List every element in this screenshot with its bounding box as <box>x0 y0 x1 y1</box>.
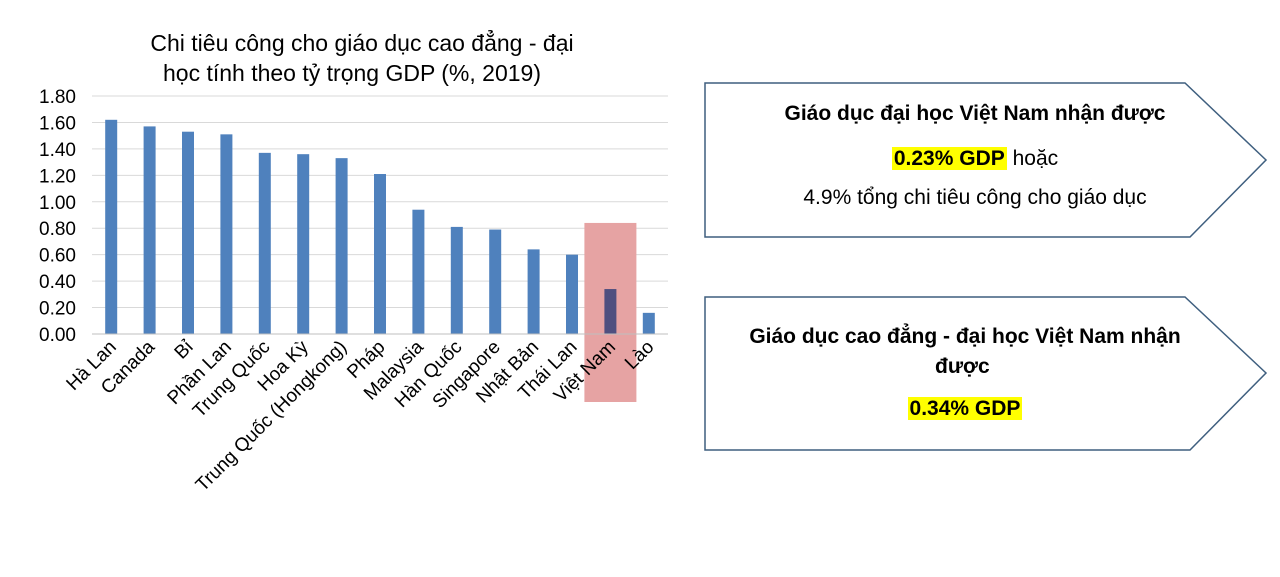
y-tick-label: 1.60 <box>39 113 76 134</box>
y-axis-ticks: 0.00 0.20 0.40 0.60 0.80 1.00 1.20 1.40 1.60 1.80 <box>39 87 76 346</box>
y-tick-label: 1.40 <box>39 140 76 161</box>
bar <box>105 119 118 334</box>
x-tick-label: Bỉ <box>171 336 198 363</box>
bar <box>604 289 617 334</box>
y-tick-label: 1.00 <box>39 193 76 214</box>
y-tick-label: 1.80 <box>39 87 76 108</box>
bar <box>489 229 502 334</box>
bar <box>412 209 425 334</box>
callout-university-title: Giáo dục đại học Việt Nam nhận được <box>784 102 1166 125</box>
bar <box>642 312 655 334</box>
callout-university-value-suffix: hoặc <box>1006 147 1059 170</box>
bars <box>105 119 655 335</box>
y-tick-label: 0.40 <box>39 272 76 293</box>
y-tick-label: 0.20 <box>39 299 76 320</box>
bar <box>527 249 540 334</box>
bar-chart: Chi tiêu công cho giáo dục cao đẳng - đạ… <box>39 28 668 496</box>
bar <box>566 254 578 334</box>
callout-university-note: 4.9% tổng chi tiêu công cho giáo dục <box>803 186 1147 209</box>
bar <box>182 131 194 334</box>
bar <box>143 126 156 335</box>
chart-title-line1: Chi tiêu công cho giáo dục cao đẳng - đạ… <box>150 28 573 56</box>
callout-tertiary-title-line1: Giáo dục cao đẳng - đại học Việt Nam nhậ… <box>749 325 1181 348</box>
callout-tertiary-value: 0.34% GDP <box>907 397 1023 420</box>
callout-tertiary: Giáo dục cao đẳng - đại học Việt Nam nhậ… <box>705 322 1225 424</box>
y-tick-label: 0.80 <box>39 219 76 240</box>
chart-title-line2: học tính theo tỷ trọng GDP (%, 2019) <box>163 60 541 86</box>
bar <box>297 154 310 334</box>
bar <box>258 152 271 334</box>
callout-university: Giáo dục đại học Việt Nam nhận được 0.23… <box>705 100 1245 211</box>
y-tick-label: 0.60 <box>39 246 76 267</box>
y-tick-label: 0.00 <box>39 325 76 346</box>
callout-university-value: 0.23% GDP <box>891 147 1007 170</box>
bar <box>335 158 348 334</box>
bar <box>374 174 386 334</box>
y-tick-label: 1.20 <box>39 166 76 187</box>
bar <box>220 134 233 334</box>
bar <box>450 226 463 334</box>
callout-tertiary-title-line2: được <box>935 355 990 378</box>
